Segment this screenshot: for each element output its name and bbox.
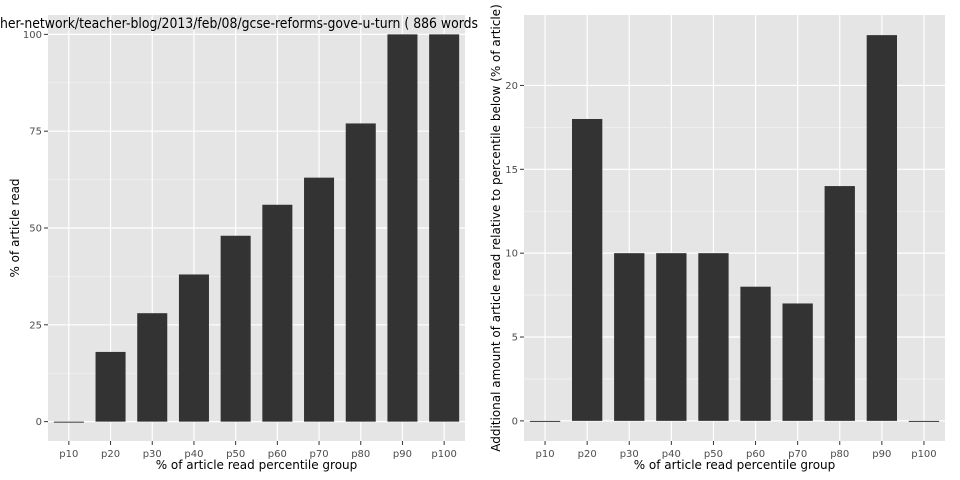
- y-tick-label: 0: [512, 416, 518, 427]
- bar-p40: [178, 274, 209, 422]
- bar-p90: [866, 35, 898, 421]
- bar-p40: [656, 253, 687, 421]
- x-tick-label: p70: [788, 449, 807, 460]
- x-tick-label: p90: [393, 449, 412, 460]
- y-axis-title: % of article read: [8, 178, 22, 277]
- bar-p10: [529, 420, 561, 422]
- bar-p20: [571, 118, 603, 421]
- x-tick-label: p50: [704, 449, 723, 460]
- bar-p100: [908, 420, 940, 422]
- left-chart: 0 25 50 75 100 p10 p20 p30 p40 p50 p60 p70 p80 p90 p10…: [0, 15, 478, 472]
- x-tick-label: p30: [620, 449, 639, 460]
- x-tick-label: p70: [310, 449, 329, 460]
- bar-p30: [137, 313, 168, 422]
- x-tick-label: p60: [268, 449, 287, 460]
- y-axis-title: Additional amount of article read relati…: [489, 4, 503, 452]
- bar-p50: [220, 235, 251, 422]
- bar-p50: [698, 253, 729, 421]
- bar-p70: [782, 303, 813, 421]
- y-tick-label: 5: [512, 333, 518, 344]
- x-tick-label: p40: [184, 449, 203, 460]
- bar-p60: [262, 204, 293, 422]
- chart-title: her-network/teacher-blog/2013/feb/08/gcs…: [0, 16, 478, 32]
- x-tick-label: p80: [830, 449, 849, 460]
- y-tick-label: 100: [23, 30, 42, 41]
- bar-p80: [824, 186, 855, 421]
- bar-p30: [614, 253, 645, 421]
- y-tick-label: 50: [29, 224, 42, 235]
- x-tick-label: p80: [351, 449, 370, 460]
- y-tick-label: 0: [36, 417, 42, 428]
- bar-p20: [95, 351, 126, 422]
- y-tick-label: 15: [505, 165, 518, 176]
- bar-p70: [304, 177, 335, 422]
- y-tick-label: 25: [29, 320, 42, 331]
- x-tick-label: p20: [101, 449, 120, 460]
- x-axis-title: % of article read percentile group: [156, 458, 358, 472]
- x-tick-label: p90: [872, 449, 891, 460]
- bar-p10: [53, 421, 84, 423]
- x-tick-label: p20: [578, 449, 597, 460]
- bar-p80: [345, 123, 376, 422]
- x-tick-label: p50: [226, 449, 245, 460]
- x-tick-label: p100: [911, 449, 936, 460]
- bar-p100: [429, 34, 460, 422]
- right-chart: 0 5 10 15 20 p10 p20 p30 p40 p50 p60 p70 p80 p90 p100%…: [489, 4, 945, 472]
- y-tick-label: 10: [505, 249, 518, 260]
- y-tick-label: 75: [29, 127, 42, 138]
- bar-p90: [387, 34, 418, 422]
- x-tick-label: p10: [59, 449, 78, 460]
- x-tick-label: p100: [431, 449, 456, 460]
- y-tick-label: 20: [505, 81, 518, 92]
- x-tick-label: p30: [143, 449, 162, 460]
- x-tick-label: p10: [536, 449, 555, 460]
- x-axis-title: % of article read percentile group: [634, 458, 836, 472]
- x-tick-label: p40: [662, 449, 681, 460]
- bar-p60: [740, 286, 771, 421]
- x-tick-label: p60: [746, 449, 765, 460]
